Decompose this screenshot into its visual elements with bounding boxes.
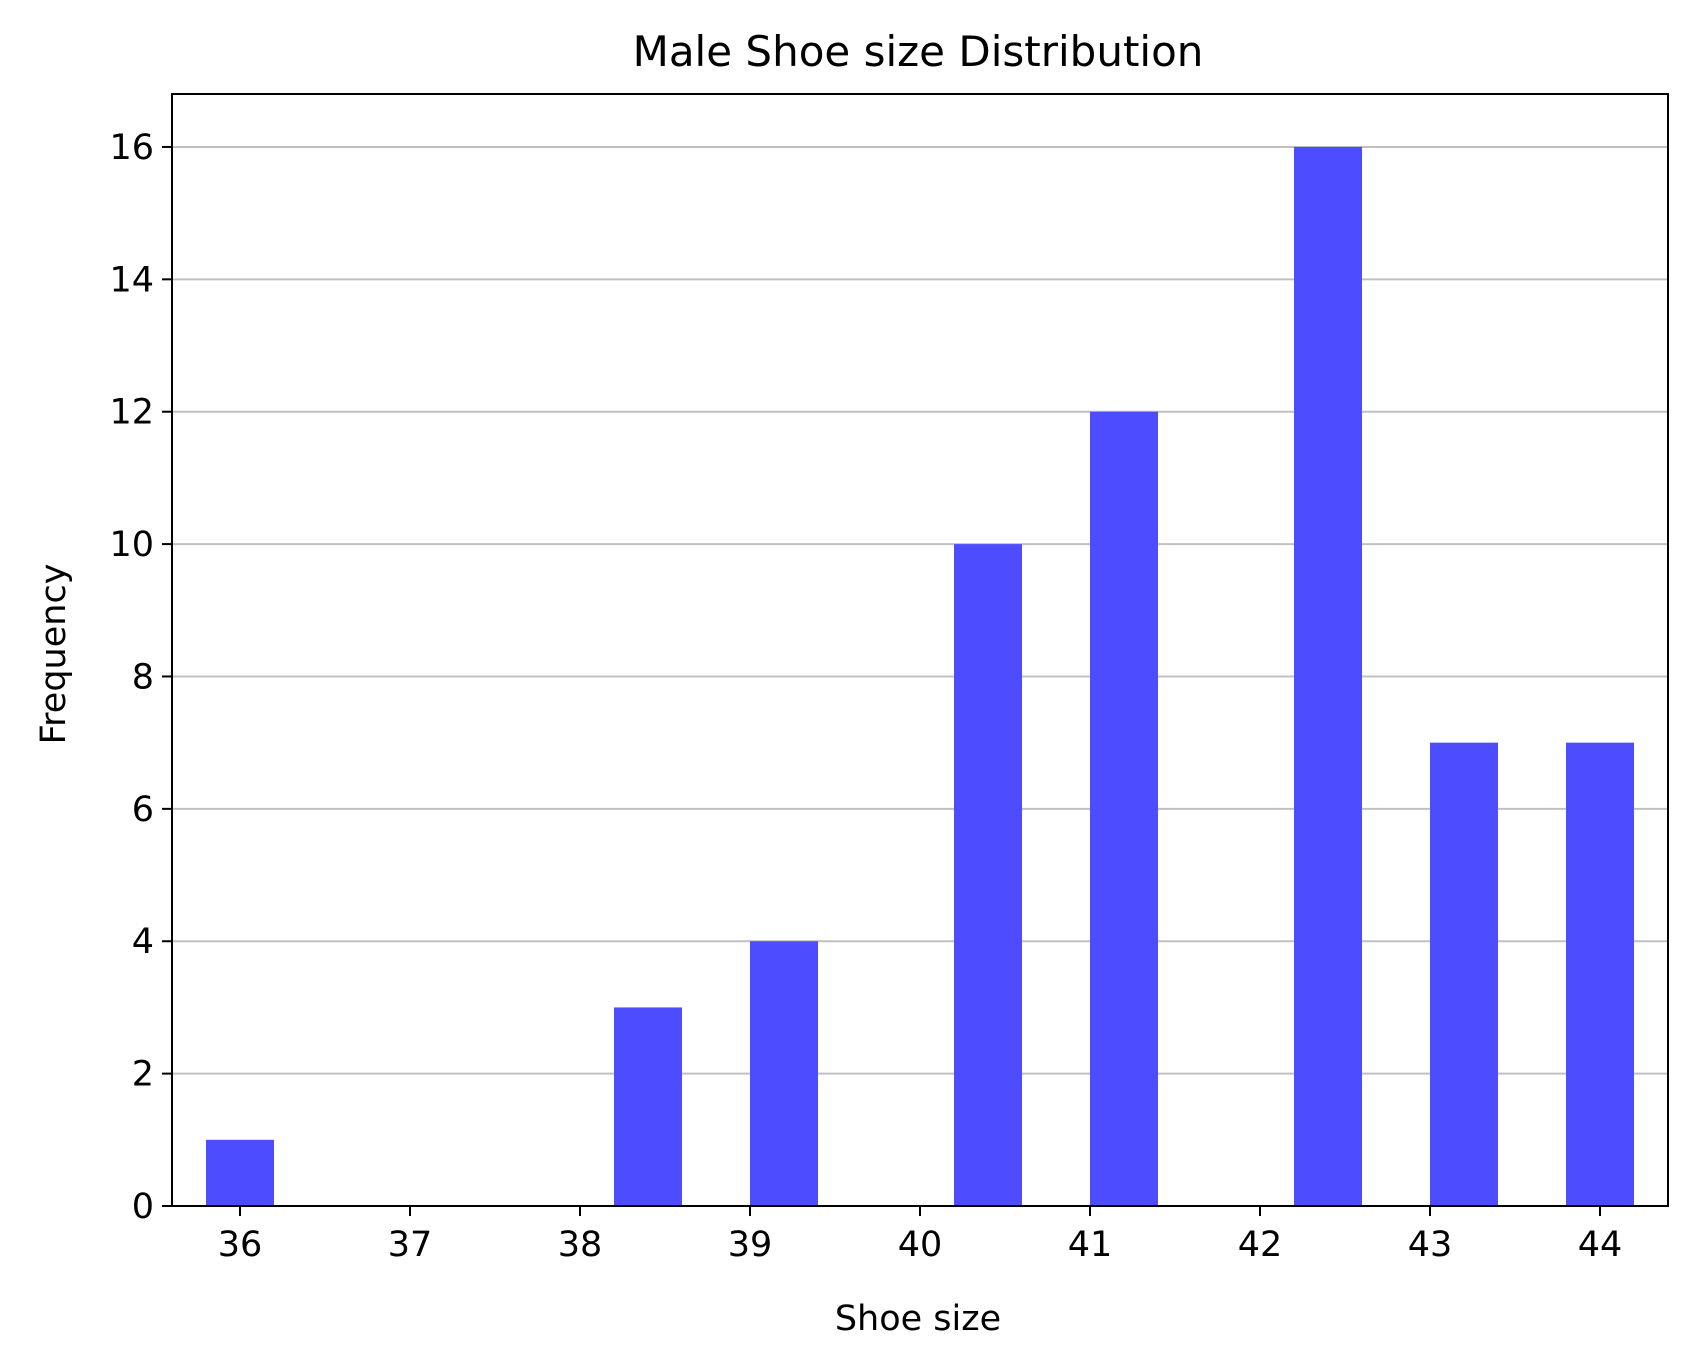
- bar: [1294, 146, 1362, 1206]
- x-tick-label: 37: [388, 1225, 433, 1265]
- x-tick-label: 39: [728, 1225, 773, 1265]
- y-tick-label: 8: [132, 657, 154, 697]
- x-tick-label: 44: [1578, 1225, 1623, 1265]
- bar: [614, 1007, 682, 1206]
- y-tick-label: 16: [109, 128, 154, 168]
- bar: [1430, 742, 1498, 1206]
- y-tick-label: 2: [132, 1055, 154, 1095]
- y-tick-label: 4: [132, 922, 154, 962]
- x-tick-label: 40: [898, 1225, 943, 1265]
- y-tick-label: 6: [132, 790, 154, 830]
- gridlines: [172, 145, 1668, 1075]
- bar-series: [206, 146, 1634, 1206]
- x-tick-label: 36: [218, 1225, 263, 1265]
- y-tick-label: 10: [109, 525, 154, 565]
- bar: [954, 544, 1022, 1206]
- y-tick-label: 0: [132, 1187, 154, 1227]
- x-tick-label: 41: [1068, 1225, 1113, 1265]
- y-tick-label: 14: [109, 260, 154, 300]
- bar: [1566, 742, 1634, 1206]
- x-axis-ticks: 36 37 38 39 40 41 42 43 44: [218, 1206, 1623, 1265]
- chart-title: Male Shoe size Distribution: [633, 27, 1204, 76]
- x-tick-label: 43: [1408, 1225, 1453, 1265]
- y-tick-label: 12: [109, 393, 154, 433]
- bar: [750, 941, 818, 1206]
- x-tick-label: 42: [1238, 1225, 1283, 1265]
- bar: [1090, 411, 1158, 1206]
- y-axis-label: Frequency: [34, 564, 74, 745]
- x-tick-label: 38: [558, 1225, 603, 1265]
- x-axis-label: Shoe size: [835, 1299, 1001, 1339]
- bar: [206, 1139, 274, 1206]
- y-axis-ticks: 0 2 4 6 8 10 12 14 16: [109, 128, 172, 1227]
